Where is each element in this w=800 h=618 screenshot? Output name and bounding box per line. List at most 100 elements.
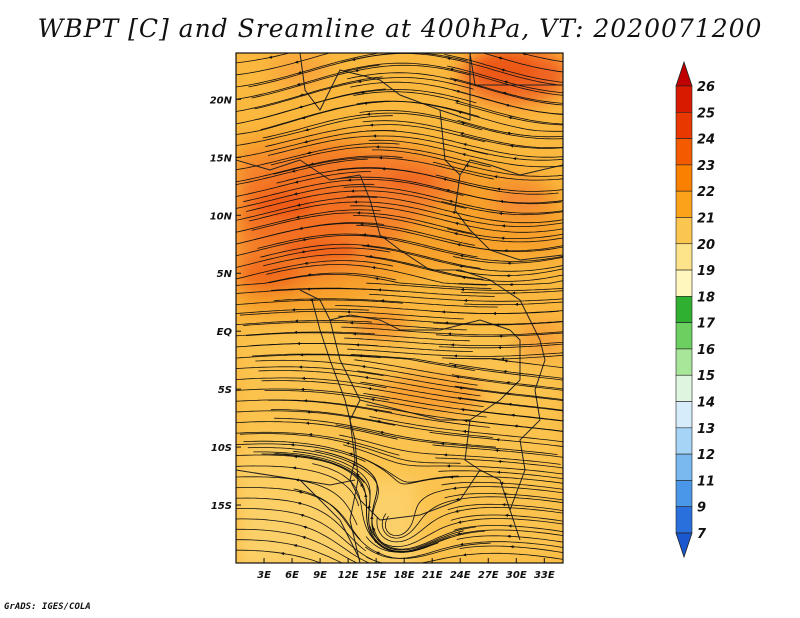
streamline [236,421,398,440]
streamline [236,101,390,135]
streamline-arrow [457,520,464,524]
colorbar-label: 26 [697,80,715,95]
streamline-arrow [379,431,386,435]
lon-tick-label: 12E [338,570,359,581]
streamline [439,343,563,349]
colorbar: 26 25 24 23 22 21 20 19 18 17 16 15 14 13 12 11 9 7 [675,60,716,559]
colorbar-segment [675,374,693,402]
streamline-arrow [454,509,461,513]
grads-credit: GrADS: IGES/COLA [4,602,91,612]
streamline-arrow [442,177,449,182]
streamline-arrow [456,532,463,536]
colorbar-segment [675,111,693,139]
colorbar-label: 24 [697,133,715,148]
streamline-arrow [357,79,364,83]
streamline-arrow [493,175,500,179]
colorbar-segment [675,401,693,429]
streamline-arrow [510,413,517,417]
streamline-arrow [459,132,466,136]
streamline [236,308,369,314]
streamline-arrow [509,144,516,148]
streamline-arrow [497,56,504,60]
streamline-arrow [295,478,301,482]
streamline-arrow [298,490,304,494]
streamline [350,354,563,381]
streamline [481,53,563,73]
streamline-arrow [508,116,514,120]
streamline-arrow [455,375,462,379]
streamline-arrow [453,232,460,236]
lat-tick-label: 10N [210,211,233,222]
streamline-arrow [455,497,462,501]
streamline-arrow [365,244,372,248]
streamline-arrow [506,131,513,135]
streamline [368,139,563,168]
streamline-arrow [462,553,469,557]
streamline [448,362,563,379]
streamline-arrow [304,128,311,132]
streamline-arrow [457,397,464,401]
streamline-arrow [376,420,383,424]
streamlines [236,53,563,563]
colorbar-label: 25 [697,106,715,121]
streamline [449,242,563,252]
streamline [353,91,563,125]
streamline-arrow [354,68,361,72]
streamline [447,503,563,512]
streamline-arrow [345,441,352,446]
colorbar-segment [675,348,693,376]
lon-tick-label: 24E [450,570,471,581]
streamline [236,88,386,125]
streamline-arrow [505,103,511,108]
colorbar-segment [675,427,693,455]
streamline-arrow [461,275,468,280]
streamline-arrow [309,162,316,166]
streamline-arrow [371,266,378,270]
streamline [362,120,563,149]
colorbar-segment [675,453,693,481]
colorbar-segment [675,506,693,534]
colorbar-label: 21 [697,211,715,226]
streamline [236,183,375,209]
lat-tick-label: 10S [211,443,232,454]
lon-tick-label: 21E [422,570,443,581]
colorbar-bottom-arrow [675,532,693,559]
streamline-arrow [502,370,509,374]
lon-tick-label: 33E [534,570,555,581]
streamline-arrow [496,187,503,191]
streamline [236,53,291,64]
colorbar-label: 11 [697,474,715,489]
streamline [376,506,563,543]
colorbar-top-arrow [675,60,693,87]
lon-tick-label: 30E [506,570,527,581]
colorbar-label: 19 [697,264,715,279]
streamline-arrow [454,221,461,226]
colorbar-segment [675,85,693,113]
streamline [236,366,384,377]
streamline-arrow [298,226,305,230]
streamline-arrow [308,433,314,437]
streamline [236,399,393,413]
streamline-arrow [503,80,510,84]
streamline-arrow [446,57,453,61]
colorbar-label: 16 [697,343,715,358]
streamline [356,100,563,132]
streamline-arrow [360,90,367,94]
colorbar-segment [675,269,693,297]
chart-title: WBPT [C] and Sreamline at 400hPa, VT: 20… [37,14,763,43]
colorbar-label: 17 [697,317,716,332]
streamline-arrow [452,486,459,490]
streamline-arrow [500,68,507,72]
streamline-arrow [458,264,465,268]
streamline-arrow [375,551,382,555]
colorbar-segment [675,138,693,166]
streamline-arrow [300,250,307,254]
streamline [454,385,563,401]
colorbar-label: 12 [697,448,715,463]
streamline-arrow [301,116,308,120]
colorbar-segment [675,217,693,245]
streamline-arrow [294,180,300,184]
streamline [444,54,563,83]
colorbar-segment [675,296,693,323]
streamline-arrow [307,273,313,277]
